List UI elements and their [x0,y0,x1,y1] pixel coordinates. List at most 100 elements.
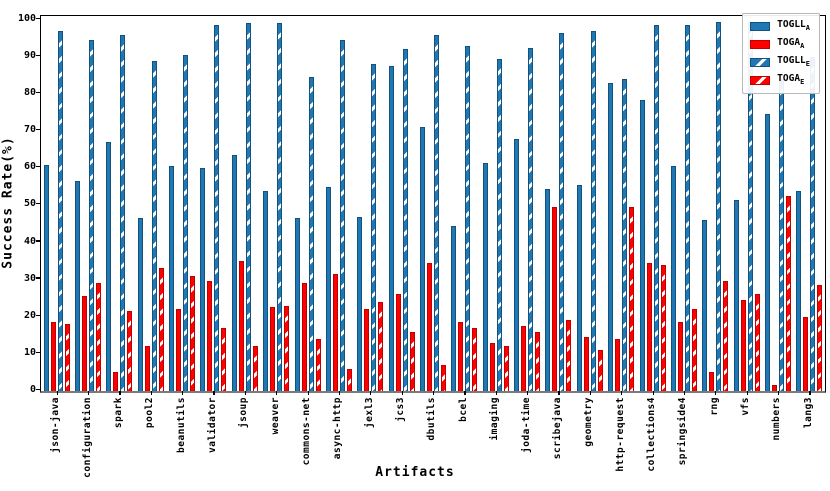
bar-toga_e [221,327,227,391]
plot-area: TOGLLA TOGAA TOGLLE TOGAE [40,13,826,395]
bar-togll_a [576,184,582,391]
bar-togll_a [294,218,300,391]
y-tick-label: 40 [23,235,36,247]
bar-group [137,60,164,391]
bar-group [702,21,729,391]
bar-toga_a [113,372,119,391]
legend-entry: TOGLLA [750,19,810,34]
bar-togll_a [388,66,394,391]
bar-toga_e [723,281,729,391]
x-tick-mark [715,391,717,395]
x-tick-mark [88,391,90,395]
x-tick-label: pool2 [144,397,156,429]
bar-toga_a [332,274,338,391]
bar-group [106,34,133,391]
bar-toga_e [315,339,321,391]
bar-group [733,21,760,391]
x-tick-label: validator [206,397,218,453]
x-tick-mark [621,391,623,395]
bar-togll_a [733,199,739,391]
bar-group [639,25,666,391]
bar-togll_a [357,216,363,391]
x-tick-mark [464,391,466,395]
x-tick-label: spark [112,397,124,429]
bar-group [451,45,478,391]
bar-toga_a [176,309,182,391]
bar-group [357,64,384,391]
y-tick-label: 60 [23,161,36,173]
x-tick-mark [119,391,121,395]
x-tick-mark [56,391,58,395]
bar-togll_e [339,40,345,391]
y-tick-label: 20 [23,309,36,321]
bar-group [764,79,791,391]
bar-toga_e [629,207,635,391]
legend-label: TOGAE [777,72,805,86]
bar-togll_e [89,40,95,391]
x-tick-label: jcs3 [395,397,407,422]
y-tick-label: 70 [23,124,36,136]
bar-togll_e [57,30,63,391]
bar-group [75,40,102,391]
x-tick-label: http-request [614,397,626,472]
bar-toga_a [521,326,527,391]
bar-toga_e [252,346,258,391]
x-tick-label: json-java [50,397,62,453]
bar-toga_a [709,372,715,391]
bar-toga_e [472,327,478,391]
legend-swatch-toga_a [750,39,771,49]
x-tick-label: jexl3 [363,397,375,429]
x-tick-label: scribejava [551,397,563,460]
bar-togll_a [106,142,112,391]
bar-togll_a [451,225,457,391]
bar-togll_a [514,138,520,391]
bar-togll_e [434,34,439,391]
x-tick-label: geometry [583,397,595,447]
y-axis: 0 10 20 30 40 50 60 70 80 90 100 [6,13,40,395]
bar-togll_e [778,79,784,391]
legend-entry: TOGLLE [750,55,810,70]
x-axis-labels: json-java configuration spark pool2 beanutil… [40,397,824,478]
y-tick-mark [36,17,40,19]
bar-toga_e [660,264,666,391]
bar-togll_a [263,190,269,391]
bar-toga_a [395,294,401,391]
y-tick-mark [36,277,40,279]
bar-group [576,30,603,391]
bar-togll_e [245,23,251,391]
y-tick-mark [36,351,40,353]
x-tick-mark [777,391,780,395]
bar-toga_a [458,322,464,391]
legend-swatch-togll_a [750,21,771,31]
bar-group [231,23,258,391]
bar-group [608,79,635,391]
legend-swatch-toga_e [750,75,771,85]
y-tick-mark [36,166,40,168]
bar-togll_a [325,186,331,391]
bar-togll_e [716,21,722,391]
bar-toga_e [190,275,196,391]
bar-togll_e [590,30,596,391]
legend-entry: TOGAE [750,73,810,88]
x-tick-mark [809,391,811,395]
bar-togll_a [200,168,206,391]
x-tick-mark [401,391,403,395]
bar-toga_e [127,311,133,391]
bar-toga_a [677,322,683,391]
bar-togll_e [308,77,314,391]
x-tick-mark [589,391,591,395]
bar-toga_e [378,301,384,391]
bar-togll_a [420,127,425,391]
y-tick-label: 10 [23,346,36,358]
x-tick-label: rng [708,397,720,416]
legend-label: TOGAA [777,36,805,50]
y-tick-mark [36,203,40,205]
bar-group [545,32,572,391]
bar-toga_e [284,305,290,391]
x-tick-mark [558,391,560,395]
bar-group [482,58,509,391]
x-tick-mark [213,391,215,395]
x-tick-mark [527,391,529,395]
x-tick-label: commons-net [301,397,313,466]
x-tick-label: weaver [269,397,281,435]
